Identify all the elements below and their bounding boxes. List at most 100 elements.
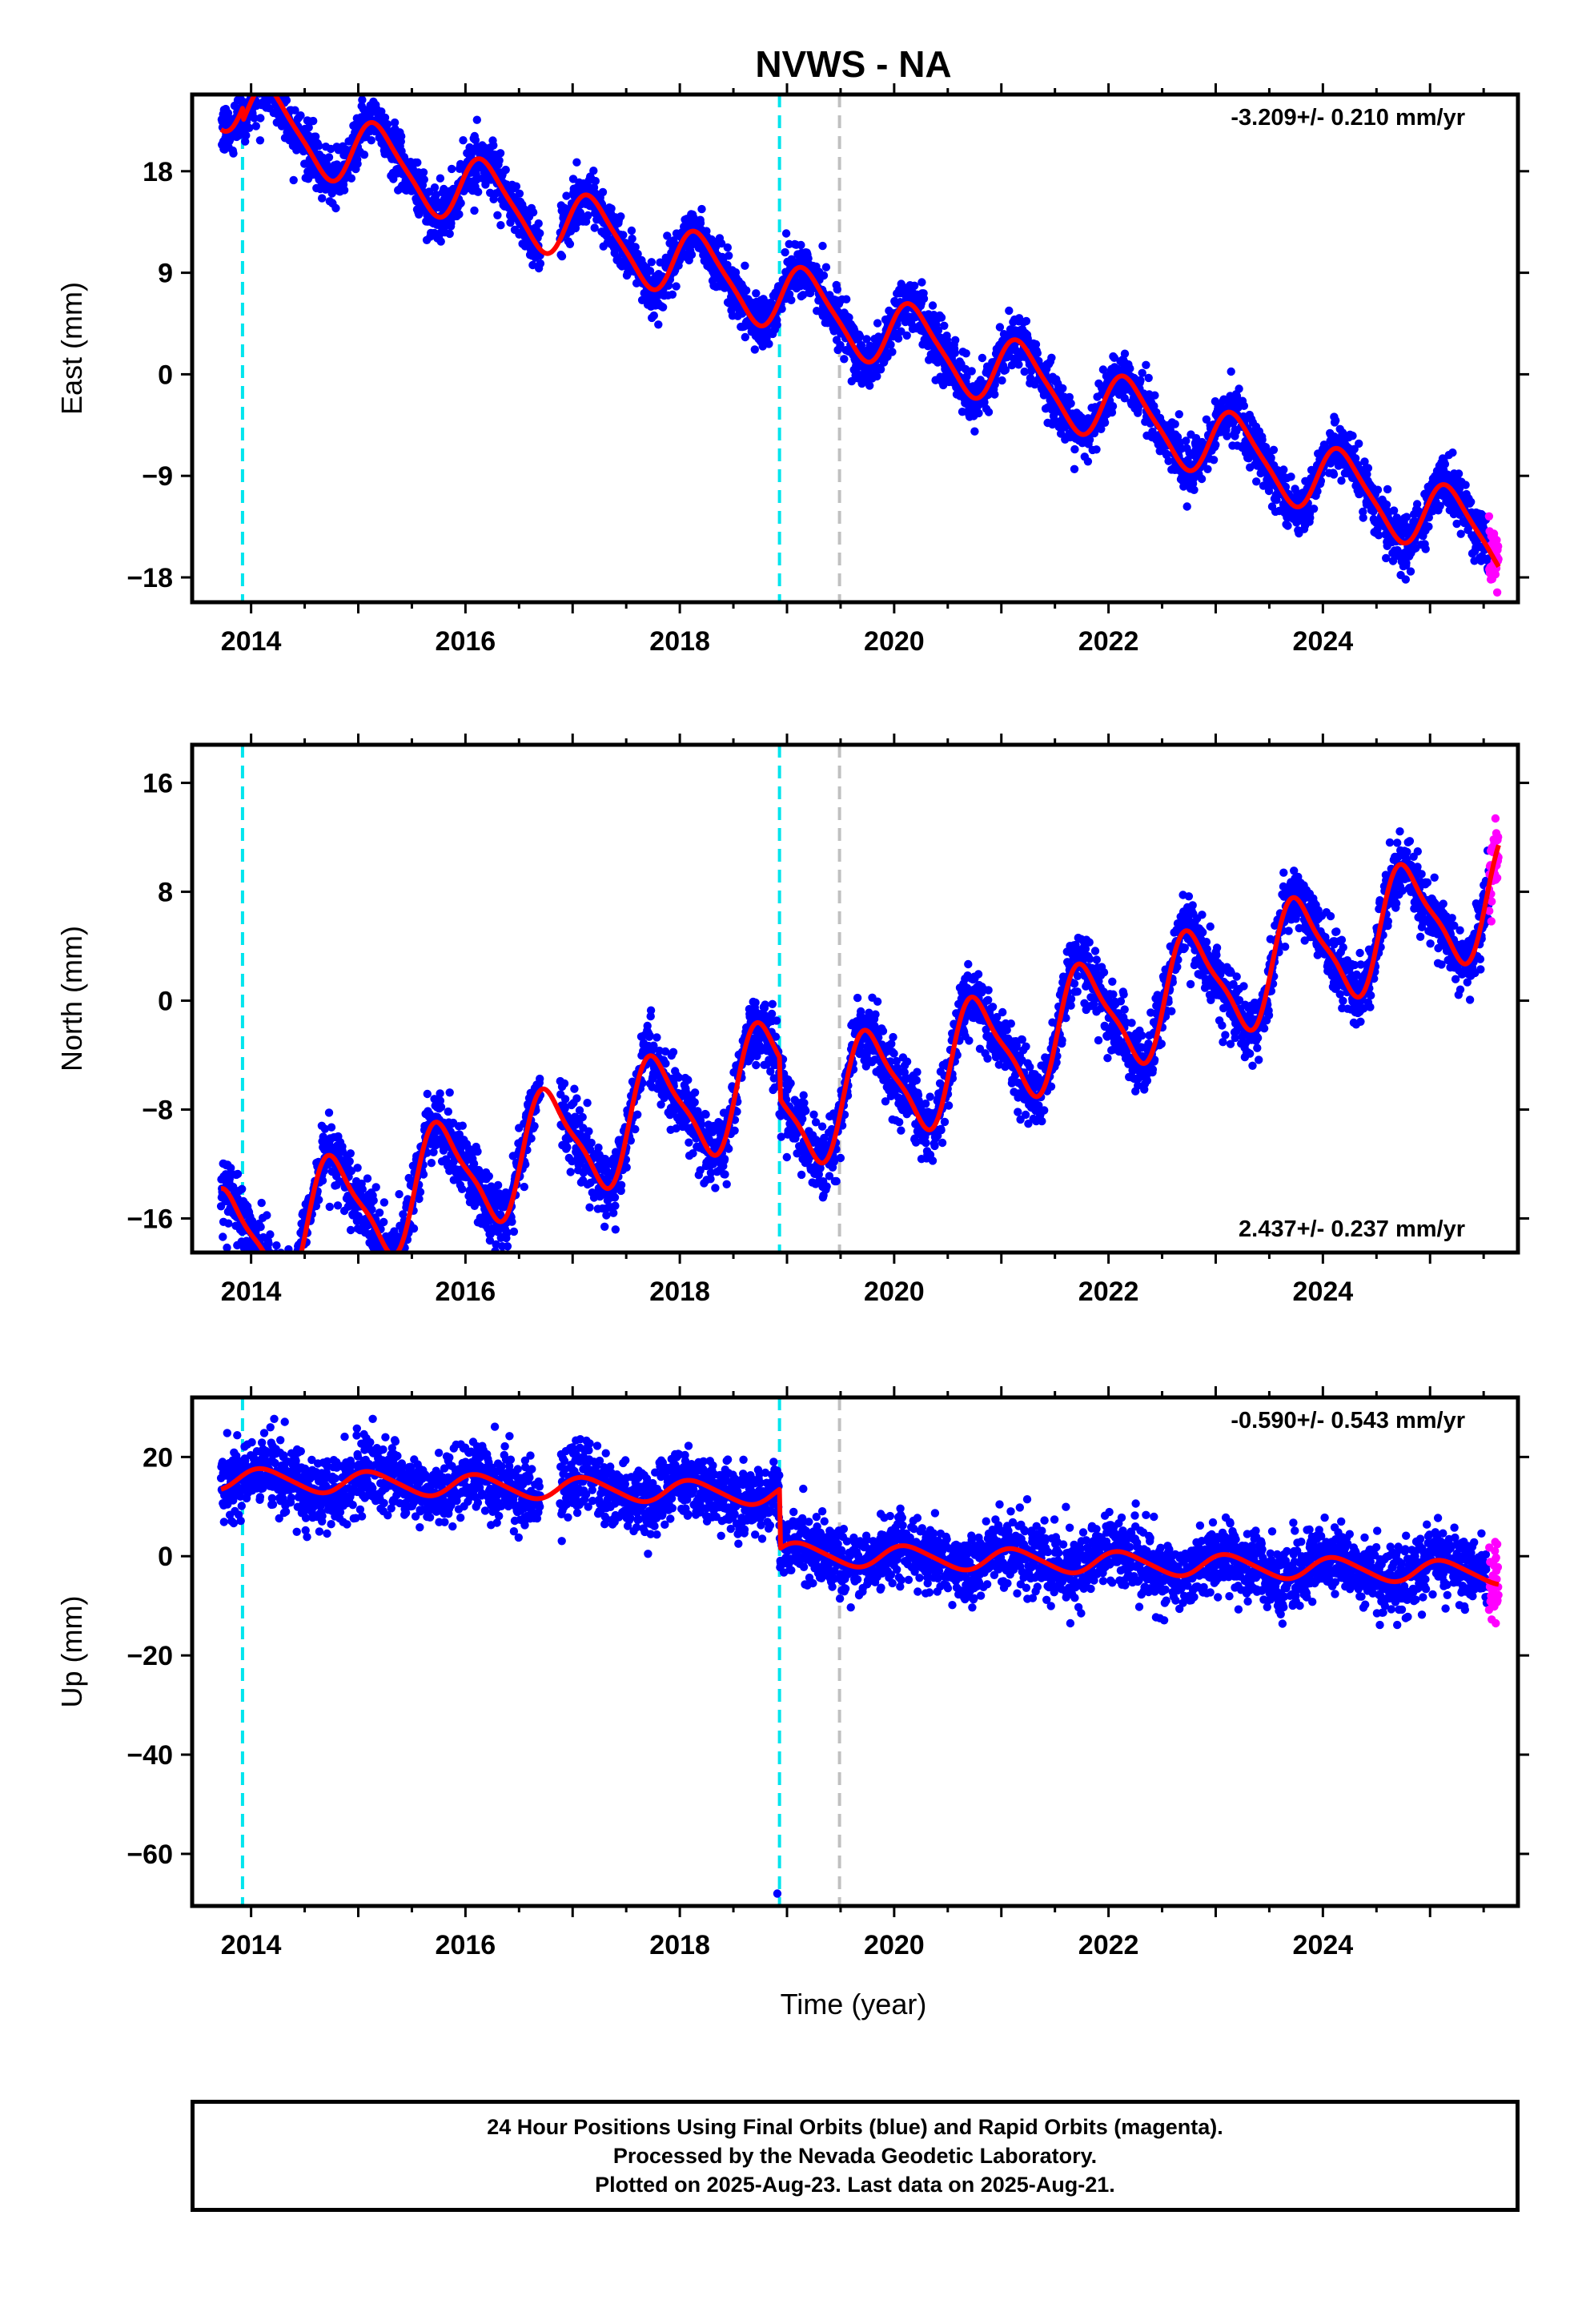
data-point bbox=[1120, 394, 1129, 403]
data-point bbox=[741, 332, 749, 342]
data-point bbox=[436, 1103, 446, 1112]
data-point bbox=[1047, 353, 1056, 362]
data-point bbox=[1108, 402, 1118, 411]
data-point bbox=[259, 77, 267, 85]
data-point bbox=[346, 1149, 355, 1158]
data-point bbox=[1182, 502, 1191, 511]
data-point bbox=[1197, 474, 1207, 484]
data-point bbox=[470, 206, 479, 215]
data-point bbox=[1252, 477, 1261, 486]
data-point bbox=[1456, 529, 1465, 538]
data-point bbox=[1382, 501, 1391, 509]
data-point bbox=[359, 151, 369, 159]
data-point bbox=[325, 1202, 334, 1212]
data-point bbox=[1360, 457, 1369, 466]
data-point bbox=[353, 1164, 362, 1172]
data-point bbox=[358, 95, 367, 104]
data-point bbox=[1170, 420, 1179, 428]
data-point bbox=[245, 123, 254, 132]
data-point bbox=[255, 136, 265, 145]
data-point bbox=[394, 1256, 402, 1264]
data-point bbox=[267, 1268, 275, 1276]
data-point bbox=[387, 1272, 395, 1280]
data-point bbox=[978, 353, 987, 363]
data-point bbox=[264, 84, 272, 92]
data-point bbox=[363, 1174, 372, 1183]
data-point bbox=[696, 219, 705, 227]
data-point bbox=[444, 1107, 452, 1116]
data-point bbox=[1454, 469, 1464, 478]
data-point bbox=[371, 1183, 380, 1192]
rapid-point bbox=[1492, 588, 1502, 597]
data-point bbox=[367, 136, 375, 145]
data-point bbox=[393, 1256, 401, 1264]
data-point bbox=[506, 218, 515, 227]
data-point bbox=[254, 1255, 262, 1263]
data-point bbox=[265, 74, 273, 82]
data-point bbox=[562, 191, 571, 200]
data-point bbox=[668, 290, 677, 299]
x-tick-label: 2014 bbox=[221, 626, 282, 657]
data-point bbox=[281, 1285, 289, 1293]
data-point bbox=[1022, 316, 1031, 326]
x-tick-label: 2018 bbox=[649, 626, 710, 657]
data-point bbox=[572, 158, 581, 167]
data-point bbox=[1001, 365, 1010, 375]
data-point bbox=[1235, 384, 1243, 393]
data-point bbox=[1373, 485, 1383, 494]
data-point bbox=[281, 1285, 289, 1293]
x-tick-label: 2024 bbox=[1293, 626, 1354, 657]
data-point bbox=[1138, 368, 1146, 377]
data-point bbox=[256, 114, 265, 123]
data-point bbox=[741, 261, 749, 270]
data-point bbox=[501, 165, 510, 175]
data-point bbox=[1098, 365, 1108, 374]
data-point bbox=[818, 241, 827, 251]
data-point bbox=[1329, 470, 1339, 479]
data-point bbox=[259, 74, 267, 82]
data-point bbox=[658, 303, 668, 312]
data-point bbox=[282, 1297, 290, 1305]
data-point bbox=[382, 1253, 390, 1261]
data-point bbox=[781, 229, 791, 238]
data-point bbox=[967, 367, 976, 376]
data-point bbox=[1267, 453, 1275, 462]
data-point bbox=[282, 1281, 290, 1289]
data-point bbox=[427, 1159, 436, 1168]
data-point bbox=[1406, 567, 1415, 576]
data-point bbox=[598, 187, 608, 197]
x-tick-label: 2020 bbox=[864, 626, 925, 657]
data-point bbox=[1065, 392, 1074, 402]
data-point bbox=[873, 319, 882, 328]
data-point bbox=[631, 243, 640, 251]
data-point bbox=[836, 340, 845, 350]
data-point bbox=[255, 80, 263, 88]
data-point bbox=[1363, 464, 1373, 472]
data-point bbox=[280, 1304, 288, 1312]
data-point bbox=[386, 1261, 394, 1269]
data-point bbox=[295, 1260, 303, 1268]
data-point bbox=[1211, 440, 1220, 449]
data-point bbox=[278, 1317, 286, 1325]
data-point bbox=[1142, 360, 1150, 369]
data-point bbox=[413, 158, 422, 167]
data-point bbox=[857, 340, 866, 350]
data-point bbox=[287, 1285, 295, 1293]
data-point bbox=[591, 176, 600, 186]
data-point bbox=[840, 355, 849, 364]
data-point bbox=[253, 81, 261, 89]
data-point bbox=[937, 313, 946, 322]
data-point bbox=[331, 203, 340, 213]
data-point bbox=[389, 1253, 397, 1261]
data-point bbox=[805, 288, 815, 298]
data-point bbox=[1272, 496, 1281, 505]
data-point bbox=[311, 132, 320, 141]
data-point bbox=[1144, 373, 1153, 383]
data-point bbox=[455, 210, 464, 219]
data-point bbox=[1014, 360, 1023, 369]
data-point bbox=[752, 289, 761, 298]
data-point bbox=[819, 271, 829, 280]
data-point bbox=[496, 149, 505, 158]
data-point bbox=[436, 174, 445, 183]
